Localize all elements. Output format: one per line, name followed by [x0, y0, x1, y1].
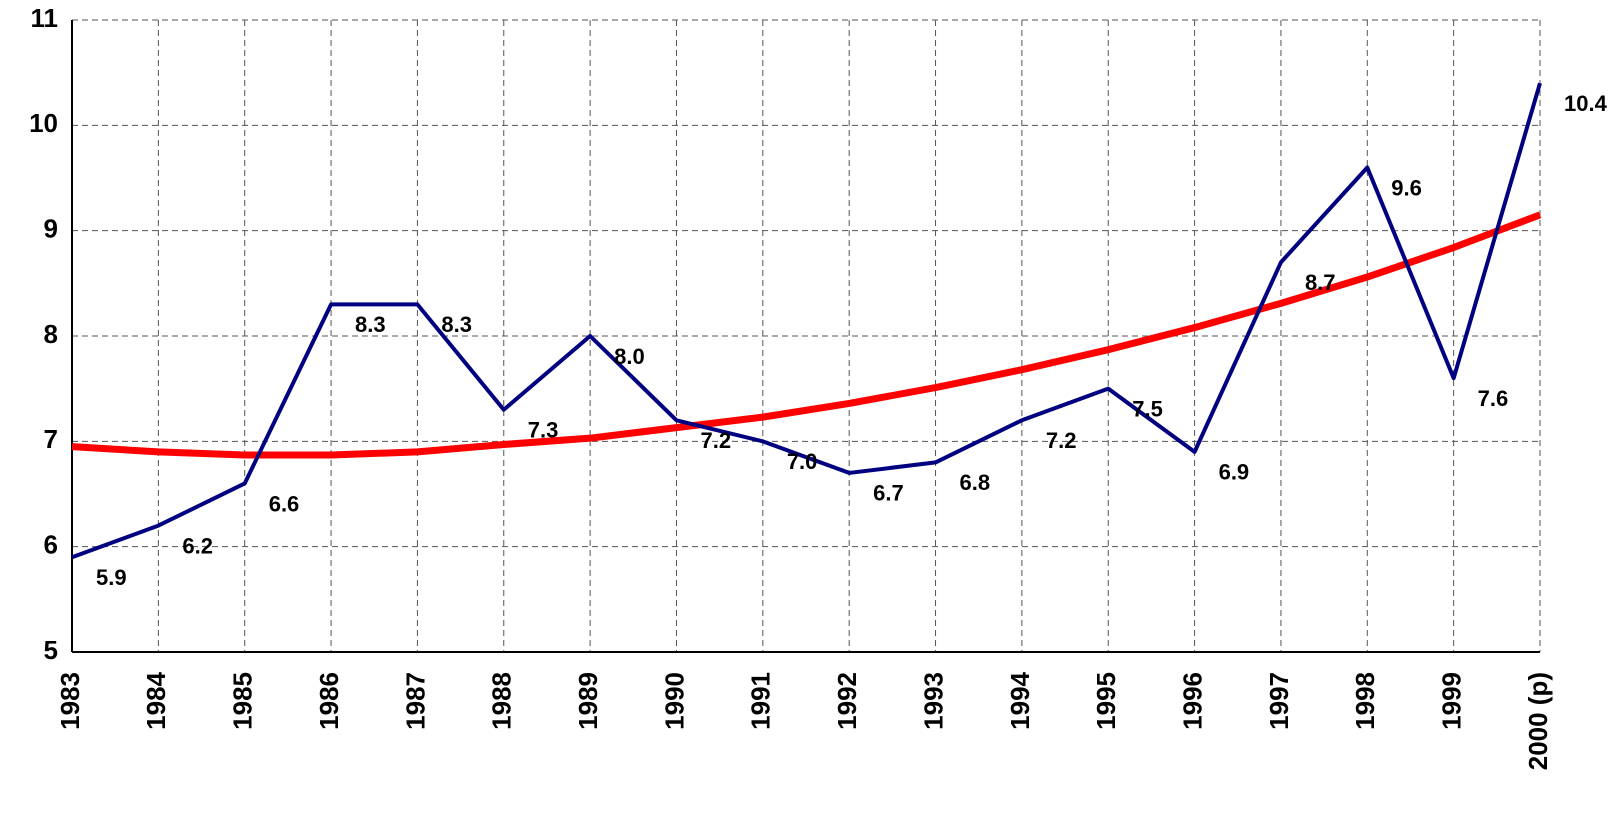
data-label: 6.7 — [873, 481, 904, 506]
data-label: 10.4 — [1564, 91, 1608, 116]
data-label: 7.2 — [700, 428, 731, 453]
x-tick-label: 1992 — [832, 672, 862, 730]
series-line — [71, 211, 1542, 459]
x-tick-label: 1990 — [659, 672, 689, 730]
x-tick-label: 1991 — [746, 672, 776, 730]
y-tick-label: 9 — [44, 214, 58, 244]
data-label: 5.9 — [96, 565, 127, 590]
y-tick-label: 5 — [44, 635, 58, 665]
data-label: 6.6 — [269, 491, 300, 516]
y-tick-label: 11 — [31, 3, 59, 33]
data-label: 6.8 — [960, 470, 991, 495]
x-tick-label: 1993 — [918, 672, 948, 730]
data-label: 8.3 — [441, 312, 472, 337]
x-tick-label: 1997 — [1264, 672, 1294, 730]
data-label: 6.2 — [182, 533, 213, 558]
y-tick-label: 6 — [44, 530, 58, 560]
data-label: 9.6 — [1391, 175, 1422, 200]
x-tick-label: 1983 — [55, 672, 85, 730]
x-tick-label: 1995 — [1091, 672, 1121, 730]
x-tick-label: 1987 — [400, 672, 430, 730]
data-label: 7.3 — [528, 418, 559, 443]
x-tick-label: 1989 — [573, 672, 603, 730]
data-label: 7.0 — [787, 449, 818, 474]
series-line — [71, 82, 1542, 560]
x-tick-label: 1998 — [1350, 672, 1380, 730]
data-label: 7.6 — [1478, 386, 1509, 411]
x-tick-label: 1984 — [141, 671, 171, 729]
y-tick-label: 10 — [29, 108, 58, 138]
x-tick-label: 1999 — [1437, 672, 1467, 730]
data-label: 8.0 — [614, 344, 645, 369]
x-tick-label: 1996 — [1177, 672, 1207, 730]
x-tick-label: 1985 — [228, 672, 258, 730]
y-tick-label: 8 — [44, 319, 58, 349]
x-tick-label: 1986 — [314, 672, 344, 730]
data-label: 8.3 — [355, 312, 386, 337]
x-tick-label: 1988 — [487, 672, 517, 730]
y-tick-label: 7 — [44, 424, 58, 454]
data-label: 7.5 — [1132, 396, 1163, 421]
data-label: 7.2 — [1046, 428, 1077, 453]
x-tick-label: 1994 — [1005, 671, 1035, 729]
data-label: 6.9 — [1219, 460, 1250, 485]
x-tick-label: 2000 (p) — [1523, 672, 1553, 770]
data-label: 8.7 — [1305, 270, 1336, 295]
